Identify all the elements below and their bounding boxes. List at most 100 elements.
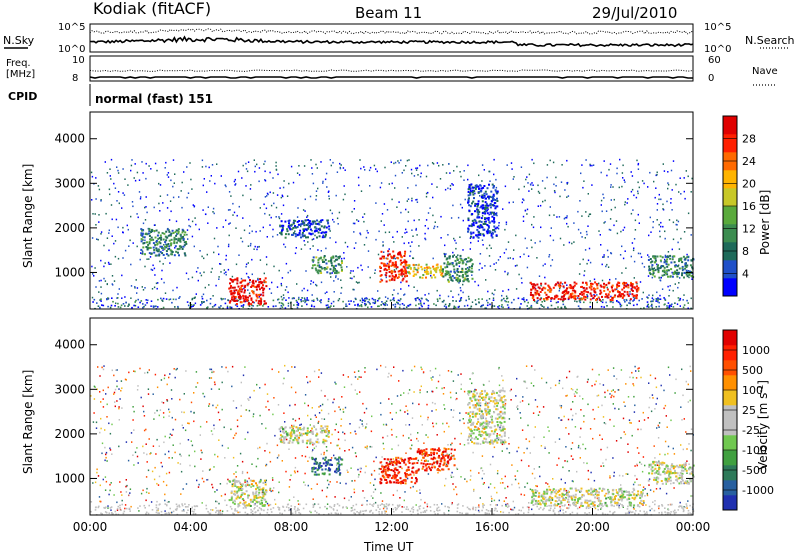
echo-dot [97,366,99,368]
echo-dot [325,495,328,498]
echo-dot [619,503,621,505]
echo-dot [548,255,550,258]
echo-dot [617,301,620,303]
echo-dot [605,458,607,461]
echo-dot [214,383,216,386]
echo-dot [441,503,443,505]
echo-cell [485,202,488,205]
echo-dot [578,506,581,509]
echo-dot [479,195,481,197]
echo-cell [462,274,464,276]
echo-cell [553,297,556,300]
echo-dot [294,510,297,512]
echo-dot [582,443,584,446]
echo-dot [191,506,193,509]
echo-dot [161,465,163,468]
echo-dot [652,226,654,229]
echo-dot [600,199,603,202]
echo-dot [633,238,636,240]
echo-dot [455,247,457,250]
echo-cell [469,231,472,234]
echo-dot [278,216,280,218]
echo-dot [450,409,452,411]
echo-dot [604,396,606,398]
echo-dot [671,248,673,251]
echo-cell [669,275,672,278]
echo-dot [268,288,271,290]
echo-dot [621,185,623,188]
echo-cell [244,284,247,287]
echo-dot [467,394,470,396]
echo-cell [573,289,576,292]
echo-dot [219,483,222,485]
echo-dot [632,483,635,486]
echo-cell [152,242,155,245]
echo-cell [471,189,474,192]
echo-cell [177,237,180,240]
echo-dot [638,186,640,189]
echo-dot [650,410,653,413]
echo-dot [525,299,528,301]
echo-dot [301,455,303,457]
echo-dot [125,441,128,443]
echo-dot [462,505,464,507]
echo-cell [473,197,475,200]
echo-dot [356,303,359,306]
echo-dot [98,221,100,223]
echo-dot [110,509,112,511]
echo-cell [260,286,263,289]
echo-dot [468,298,470,300]
echo-dot [634,404,636,407]
echo-dot [104,161,106,163]
echo-dot [102,368,105,371]
echo-dot [605,301,607,304]
echo-dot [527,255,530,257]
echo-cell [169,233,172,236]
echo-cell [282,224,285,227]
echo-dot [94,481,97,484]
echo-dot [651,297,653,299]
echo-dot [417,440,419,442]
echo-cell [605,283,608,286]
echo-dot [340,164,342,166]
echo-dot [509,257,511,259]
echo-dot [272,305,275,308]
echo-dot [595,380,597,383]
echo-cell [629,298,632,301]
echo-dot [540,226,542,229]
echo-dot [385,510,387,513]
echo-dot [478,472,480,474]
date-title: 29/Jul/2010 [592,4,677,22]
echo-dot [519,306,521,309]
echo-dot [609,278,611,281]
echo-cell [474,210,476,213]
echo-dot [220,271,222,273]
echo-dot [556,464,558,466]
echo-dot [365,407,368,410]
echo-dot [294,471,296,474]
echo-cell [447,280,450,283]
echo-dot [391,182,393,185]
echo-dot [390,374,392,377]
echo-dot [242,304,245,306]
echo-dot [511,483,513,486]
echo-dot [680,505,682,507]
echo-cell [649,258,652,260]
echo-dot [613,224,615,227]
echo-cell [570,296,573,299]
echo-dot [244,366,246,368]
echo-dot [273,397,275,399]
echo-dot [150,268,152,271]
echo-dot [512,257,514,260]
echo-dot [479,253,482,255]
echo-dot [439,469,442,472]
echo-cell [280,231,283,234]
echo-dot [347,300,350,302]
echo-dot [513,298,515,301]
echo-dot [375,456,377,459]
echo-cell [161,252,164,255]
echo-cell [496,190,499,193]
echo-dot [672,160,675,162]
echo-dot [493,499,496,502]
echo-dot [292,427,294,430]
